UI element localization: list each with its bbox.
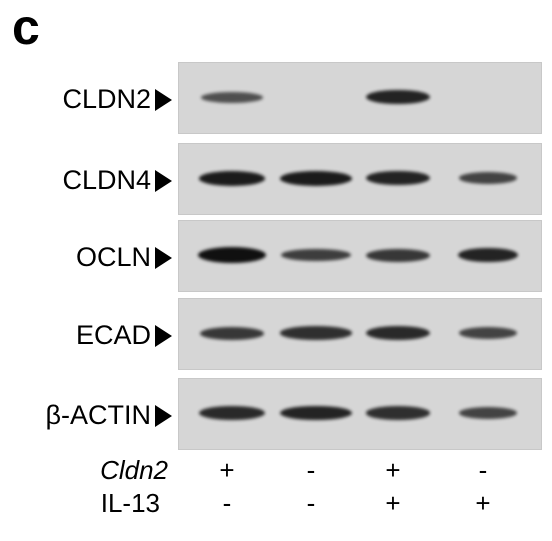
blot-membrane [178, 378, 542, 450]
protein-band [200, 91, 264, 103]
blot-row: ECAD [0, 298, 552, 370]
protein-band [199, 406, 265, 420]
condition-sign: + [385, 488, 401, 518]
condition-sign: + [219, 455, 235, 485]
protein-name: CLDN4 [62, 165, 151, 195]
condition-label: Cldn2 [100, 455, 168, 485]
protein-band [198, 170, 266, 186]
protein-band [198, 247, 266, 263]
condition-label: IL-13 [100, 488, 160, 518]
protein-name: β-ACTIN [45, 400, 151, 430]
arrow-right-icon [155, 169, 172, 192]
arrow-right-icon [155, 404, 172, 427]
blot-label: ECAD [76, 322, 172, 349]
protein-band [458, 407, 518, 419]
protein-band [457, 247, 519, 263]
protein-band [458, 327, 518, 339]
blot-membrane [178, 62, 542, 134]
blot-membrane [178, 298, 542, 370]
arrow-right-icon [155, 246, 172, 269]
blot-row: CLDN4 [0, 143, 552, 215]
protein-band [279, 405, 353, 421]
protein-band [366, 248, 430, 262]
protein-name: ECAD [75, 320, 151, 350]
protein-name: OCLN [75, 242, 151, 272]
arrow-right-icon [155, 88, 172, 111]
protein-band [279, 170, 353, 186]
blot-membrane [178, 143, 542, 215]
blot-label: CLDN2 [62, 86, 172, 113]
protein-band [365, 170, 431, 186]
blot-label: β-ACTIN [45, 402, 172, 429]
blot-row: OCLN [0, 220, 552, 292]
protein-band [280, 326, 352, 340]
protein-band [365, 89, 431, 105]
condition-sign: - [306, 488, 316, 518]
protein-band [199, 326, 265, 340]
panel-letter: c [12, 0, 40, 55]
protein-band [280, 248, 352, 262]
protein-name: CLDN2 [62, 84, 151, 114]
protein-band [365, 326, 430, 340]
protein-band [458, 172, 518, 184]
blot-label: CLDN4 [62, 167, 172, 194]
protein-band [366, 406, 430, 420]
blot-membrane [178, 220, 542, 292]
condition-sign: + [475, 488, 491, 518]
blot-row: β-ACTIN [0, 378, 552, 450]
blot-label: OCLN [76, 244, 172, 271]
condition-sign: - [306, 455, 316, 485]
condition-sign: - [478, 455, 488, 485]
condition-sign: - [222, 488, 232, 518]
arrow-right-icon [155, 324, 172, 347]
blot-row: CLDN2 [0, 62, 552, 134]
condition-sign: + [385, 455, 401, 485]
